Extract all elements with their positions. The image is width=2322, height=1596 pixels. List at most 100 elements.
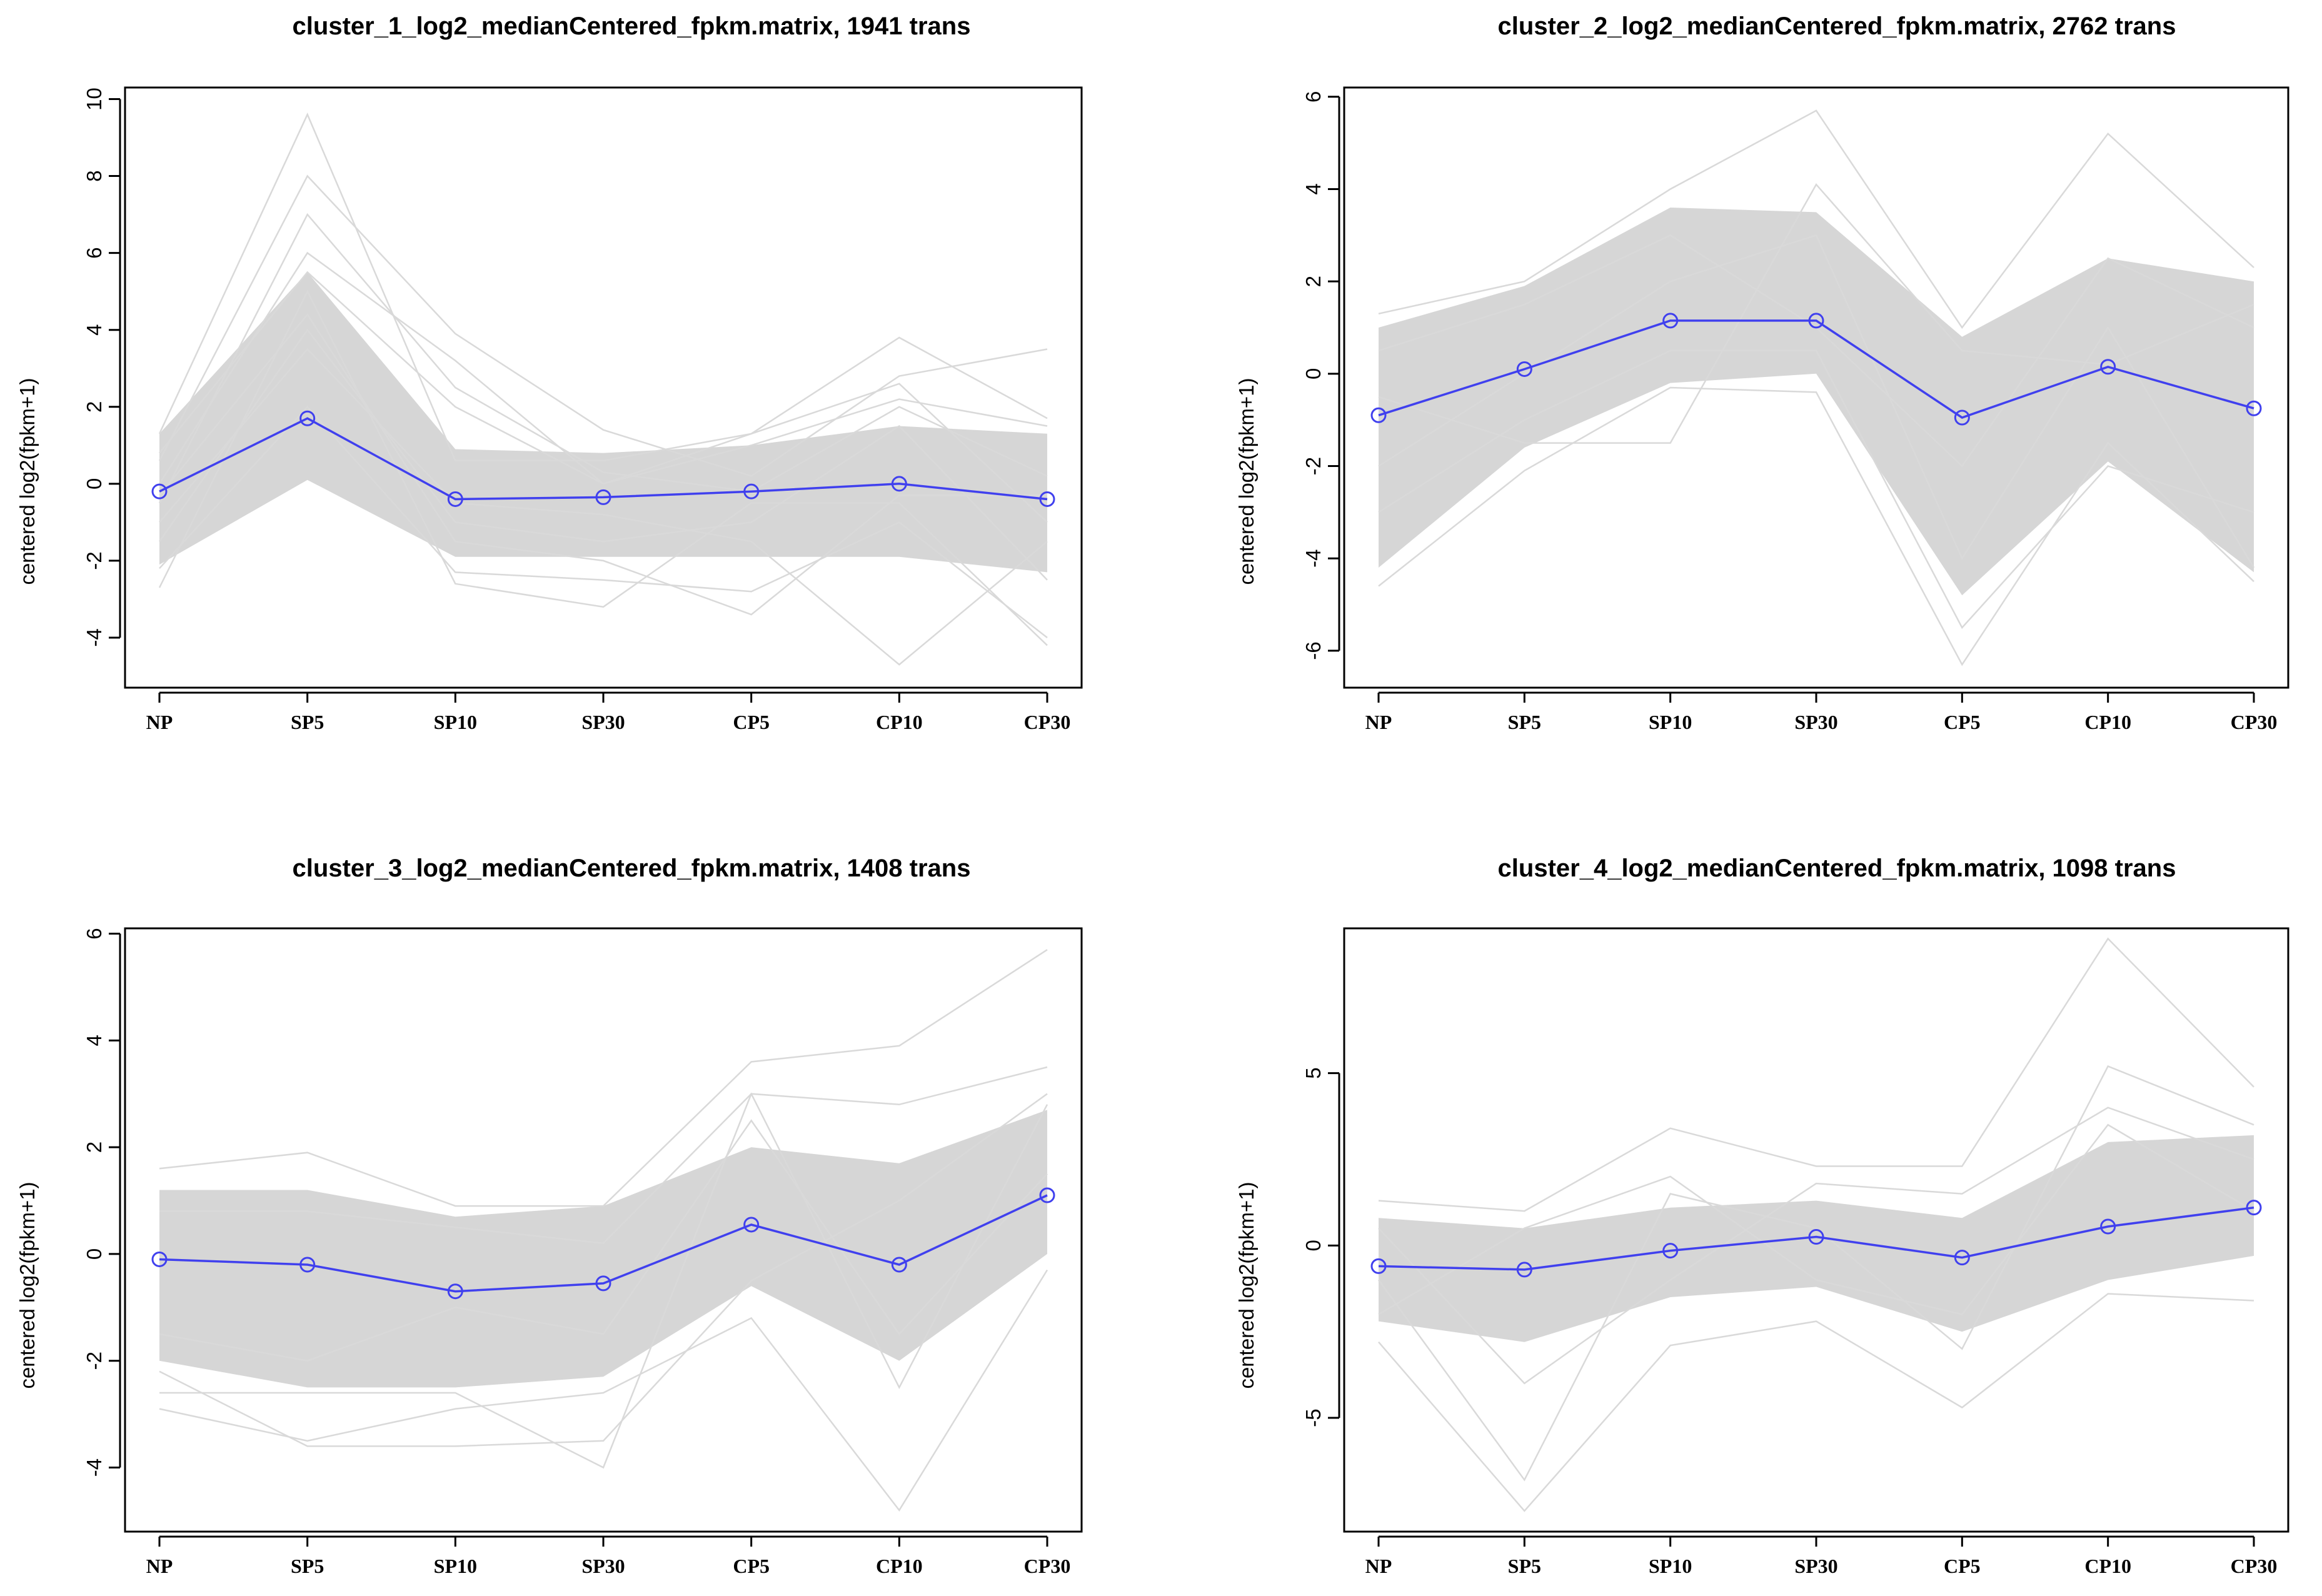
median-profile-point: [447, 491, 463, 507]
member-profile-line: [159, 1269, 1048, 1512]
median-profile-point: [1954, 409, 1970, 426]
median-profile-line: [159, 417, 1048, 501]
y-tick-label: -5: [1302, 1408, 1325, 1427]
median-profile-point: [447, 1283, 463, 1300]
member-profile-line: [159, 1066, 1048, 1469]
member-profile-line: [159, 348, 1048, 666]
y-tick-label: 0: [1302, 1240, 1325, 1251]
x-tick-label: SP10: [1649, 711, 1692, 733]
y-tick-label: 5: [1302, 1067, 1325, 1078]
member-profile-line: [1377, 1065, 2254, 1482]
median-profile-point: [1039, 491, 1055, 507]
x-tick-label: NP: [1365, 711, 1392, 733]
x-tick-label: SP10: [434, 711, 477, 733]
member-profile-line: [1378, 386, 2254, 666]
y-tick-label: 0: [83, 478, 106, 489]
y-tick-label: 6: [1302, 91, 1325, 103]
x-tick-label: CP10: [2084, 711, 2131, 733]
x-tick-label: CP10: [2084, 1555, 2131, 1577]
median-profile-point: [151, 1251, 168, 1267]
x-tick-label: SP5: [291, 711, 324, 733]
member-profile-line: [159, 1093, 1048, 1447]
x-tick-label: CP30: [2231, 1555, 2278, 1577]
chart-title: cluster_3_log2_medianCentered_fpkm.matri…: [293, 855, 971, 882]
median-profile-point: [1039, 1187, 1055, 1203]
plot-frame: [1343, 927, 2289, 1533]
x-tick-label: CP30: [1024, 1555, 1071, 1577]
median-profile-point: [2246, 400, 2262, 416]
x-tick-label: SP10: [434, 1555, 477, 1577]
x-tick-label: CP5: [733, 711, 770, 733]
median-profile-point: [1954, 1250, 1970, 1266]
x-tick-label: NP: [1365, 1555, 1392, 1577]
median-profile-line: [159, 1194, 1048, 1293]
cluster-2-panel: cluster_2_log2_medianCentered_fpkm.matri…: [1235, 13, 2289, 733]
cluster-3-panel: cluster_3_log2_medianCentered_fpkm.matri…: [16, 855, 1083, 1577]
x-tick-label: CP5: [733, 1555, 770, 1577]
chart-title: cluster_1_log2_medianCentered_fpkm.matri…: [293, 13, 971, 40]
median-profile-point: [891, 1257, 907, 1273]
y-tick-label: 6: [83, 247, 106, 258]
x-tick-label: SP30: [1794, 1555, 1837, 1577]
profile-band: [1379, 208, 2254, 596]
median-profile-point: [1808, 313, 1824, 329]
median-profile-point: [2100, 359, 2116, 375]
member-profile-line: [158, 328, 1048, 581]
y-tick-label: -4: [83, 628, 106, 646]
median-profile-point: [299, 410, 316, 426]
y-tick-label: 2: [83, 401, 106, 413]
x-tick-label: CP5: [1944, 1555, 1981, 1577]
member-profile-line: [159, 405, 1048, 638]
y-tick-label: -6: [1302, 641, 1325, 660]
y-tick-label: 10: [83, 88, 106, 111]
median-profile-point: [1662, 313, 1679, 329]
y-tick-label: -2: [1302, 457, 1325, 475]
chart-title: cluster_4_log2_medianCentered_fpkm.matri…: [1498, 855, 2176, 882]
member-profile-line: [158, 289, 1048, 646]
x-tick-label: CP5: [1944, 711, 1981, 733]
member-profile-line: [1378, 1123, 2254, 1316]
y-tick-label: 0: [1302, 368, 1325, 379]
y-tick-label: 0: [83, 1248, 106, 1260]
y-tick-label: 8: [83, 170, 106, 181]
member-profile-line: [159, 313, 1047, 616]
plot-frame: [124, 927, 1083, 1533]
median-profile-point: [299, 1257, 316, 1273]
y-tick-label: 4: [1302, 183, 1325, 194]
plot-frame: [124, 86, 1083, 689]
median-profile-point: [1516, 1262, 1532, 1278]
chart-title: cluster_2_log2_medianCentered_fpkm.matri…: [1498, 13, 2176, 40]
median-profile-point: [2246, 1200, 2262, 1216]
y-axis-label: centered log2(fpkm+1): [1235, 1182, 1258, 1388]
median-profile-point: [595, 1275, 611, 1292]
cluster-4-panel: cluster_4_log2_medianCentered_fpkm.matri…: [1235, 855, 2289, 1577]
median-profile-point: [151, 483, 168, 499]
y-tick-label: 2: [83, 1142, 106, 1153]
profile-band: [159, 272, 1047, 573]
profile-band: [159, 1110, 1047, 1388]
median-profile-point: [1516, 361, 1532, 377]
x-tick-label: CP10: [876, 711, 923, 733]
member-profile-line: [1378, 349, 2254, 630]
member-profile-line: [1378, 1107, 2254, 1385]
y-axis-label: centered log2(fpkm+1): [16, 378, 39, 585]
y-tick-label: -2: [83, 551, 106, 570]
median-profile-point: [743, 483, 760, 499]
x-tick-label: SP30: [581, 711, 625, 733]
member-profile-line: [1378, 1293, 2254, 1512]
median-profile-line: [1378, 319, 2254, 419]
member-profile-line: [1378, 183, 2254, 444]
x-tick-label: SP5: [1508, 1555, 1541, 1577]
member-profile-line: [159, 949, 1048, 1207]
x-tick-label: SP5: [291, 1555, 324, 1577]
x-tick-label: CP30: [1024, 711, 1071, 733]
y-tick-label: -4: [1302, 550, 1325, 568]
member-profile-line: [158, 213, 1048, 504]
x-tick-label: NP: [146, 1555, 173, 1577]
cluster-1-panel: cluster_1_log2_medianCentered_fpkm.matri…: [16, 13, 1083, 733]
median-profile-point: [595, 489, 611, 505]
median-profile-point: [891, 476, 907, 492]
median-profile-point: [1808, 1229, 1824, 1245]
y-axis-label: centered log2(fpkm+1): [1235, 378, 1258, 585]
